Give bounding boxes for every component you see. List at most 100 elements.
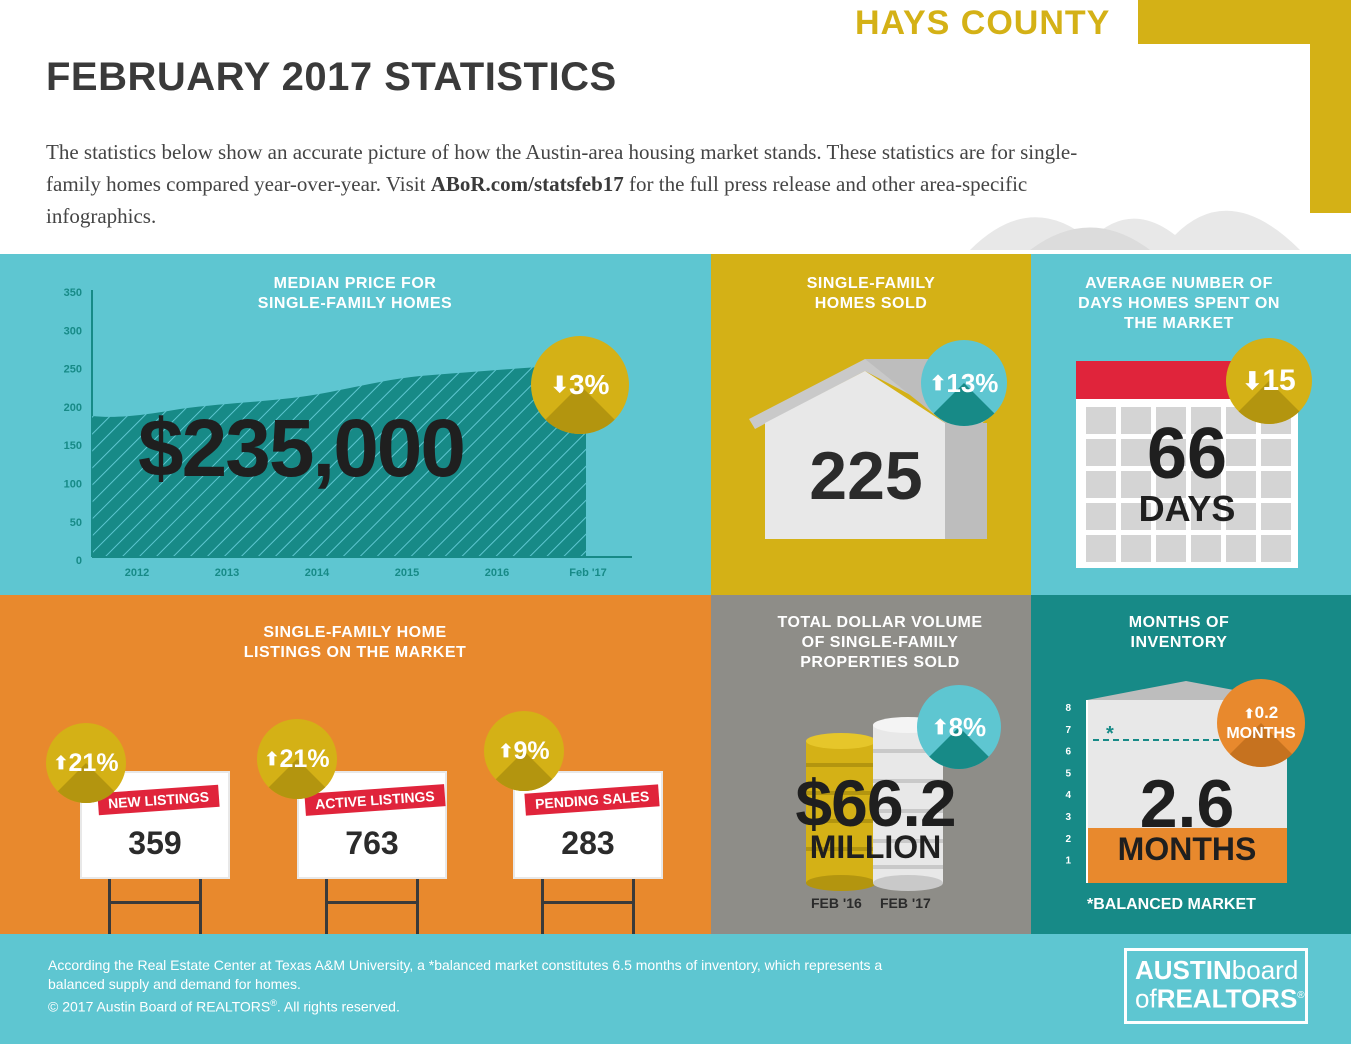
y-tick-label: 50 xyxy=(70,517,82,529)
y-tick-label: 150 xyxy=(64,440,82,452)
calendar-cell xyxy=(1086,407,1116,434)
inventory-value: 2.6 xyxy=(1139,766,1235,842)
inventory-tick-label: 7 xyxy=(1065,725,1071,736)
intro-text-part1: The statistics below show an accurate pi… xyxy=(46,140,1078,196)
stats-link[interactable]: ABoR.com/statsfeb17 xyxy=(430,172,624,196)
x-tick-label: 2012 xyxy=(125,567,149,579)
calendar-cell xyxy=(1086,471,1116,498)
inventory-tick-label: 1 xyxy=(1065,856,1071,867)
calendar-cell xyxy=(1121,407,1151,434)
days-on-market-panel: AVERAGE NUMBER OF DAYS HOMES SPENT ON TH… xyxy=(1031,254,1351,595)
homes-sold-title: SINGLE-FAMILY HOMES SOLD xyxy=(806,275,936,312)
sign-posts xyxy=(108,875,202,934)
calendar-cell xyxy=(1191,439,1221,466)
arrow-up-icon: ⬆ xyxy=(53,752,69,773)
inventory-tick-label: 4 xyxy=(1065,790,1071,801)
calendar-cell xyxy=(1261,535,1291,562)
dollar-volume-panel: TOTAL DOLLAR VOLUME OF SINGLE-FAMILY PRO… xyxy=(711,595,1031,934)
pending-sales-value: 283 xyxy=(561,825,615,861)
hills-illustration xyxy=(970,210,1300,250)
calendar-cell xyxy=(1156,503,1186,530)
active-listings-change-badge: ⬆ 21% xyxy=(257,719,337,799)
y-tick-label: 100 xyxy=(64,479,82,491)
calendar-cell xyxy=(1156,407,1186,434)
pending-sales-change-badge: ⬆ 9% xyxy=(484,711,564,791)
median-price-value: $235,000 xyxy=(138,403,466,494)
inventory-tick-label: 6 xyxy=(1065,747,1071,758)
footer-note: According the Real Estate Center at Texa… xyxy=(48,957,883,992)
arrow-up-icon: ⬆ xyxy=(931,716,949,739)
sign-posts xyxy=(541,875,635,934)
calendar-cell xyxy=(1156,535,1186,562)
calendar-cell xyxy=(1121,535,1151,562)
dollar-volume-change-badge: ⬆ 8% xyxy=(917,685,1001,769)
calendar-cell xyxy=(1086,535,1116,562)
calendar-cell xyxy=(1261,471,1291,498)
x-tick-label: 2016 xyxy=(485,567,509,579)
days-change-badge: ⬇ 15 xyxy=(1226,338,1312,424)
y-tick-label: 250 xyxy=(64,364,82,376)
dollar-volume-value: $66.2 xyxy=(795,766,956,840)
calendar-cell xyxy=(1191,407,1221,434)
dollar-volume-title: TOTAL DOLLAR VOLUME OF SINGLE-FAMILY PRO… xyxy=(777,614,983,671)
y-tick-label: 350 xyxy=(64,287,82,299)
arrow-up-icon: ⬆ xyxy=(498,740,514,761)
inventory-panel: MONTHS OF INVENTORY 8 7 6 5 4 3 2 1 * 2.6 MONTH… xyxy=(1031,595,1351,934)
arrow-up-icon: ⬆ xyxy=(929,372,947,395)
days-unit: DAYS xyxy=(1138,488,1236,529)
inventory-tick-label: 3 xyxy=(1065,812,1071,823)
calendar-cell xyxy=(1121,439,1151,466)
inventory-title: MONTHS OF INVENTORY xyxy=(1128,614,1230,651)
calendar-cell xyxy=(1156,439,1186,466)
inventory-y-ticks: 8 7 6 5 4 3 2 1 xyxy=(1065,703,1071,867)
y-tick-label: 300 xyxy=(64,325,82,337)
balanced-market-marker: * xyxy=(1106,723,1114,745)
inventory-tick-label: 8 xyxy=(1065,703,1071,714)
days-value: 66 xyxy=(1146,414,1228,494)
footer: According the Real Estate Center at Texa… xyxy=(0,934,1351,1044)
calendar-cell xyxy=(1086,503,1116,530)
calendar-cell xyxy=(1156,471,1186,498)
y-axis-ticks: 350 300 250 200 150 100 50 0 xyxy=(64,287,82,567)
median-price-title: MEDIAN PRICE FOR SINGLE-FAMILY HOMES xyxy=(257,275,453,312)
calendar-cell xyxy=(1226,439,1256,466)
calendar-cell xyxy=(1191,503,1221,530)
median-price-panel: MEDIAN PRICE FOR SINGLE-FAMILY HOMES 350… xyxy=(0,254,711,595)
inventory-tick-label: 5 xyxy=(1065,768,1071,779)
y-tick-label: 0 xyxy=(76,555,82,567)
balanced-market-label: *BALANCED MARKET xyxy=(1087,896,1256,913)
coin-stacks-icon xyxy=(806,717,943,891)
intro-text-part2: for the full press release and other are… xyxy=(46,172,1028,228)
page-title: FEBRUARY 2017 STATISTICS xyxy=(46,55,617,99)
calendar-cell xyxy=(1226,471,1256,498)
new-listings-change-badge: ⬆ 21% xyxy=(46,723,126,803)
homes-sold-value: 225 xyxy=(809,438,923,514)
x-tick-label: 2013 xyxy=(215,567,239,579)
feb17-label: FEB '17 xyxy=(880,895,931,911)
homes-sold-panel: SINGLE-FAMILY HOMES SOLD 225 ⬆ 13% xyxy=(711,254,1031,595)
arrow-up-icon: ⬆ xyxy=(264,748,280,769)
white-corner-cutout xyxy=(1138,44,1310,213)
x-tick-label: Feb '17 xyxy=(569,567,606,579)
active-listings-sign: ACTIVE LISTINGS 763 xyxy=(297,771,447,879)
feb16-label: FEB '16 xyxy=(811,895,862,911)
new-listings-value: 359 xyxy=(128,825,182,861)
inventory-tick-label: 2 xyxy=(1065,834,1071,845)
median-price-area xyxy=(92,364,586,556)
county-label: HAYS COUNTY xyxy=(855,4,1111,42)
inventory-change-badge: ⬆0.2 MONTHS xyxy=(1217,679,1305,767)
calendar-cell xyxy=(1191,535,1221,562)
calendar-cell xyxy=(1086,439,1116,466)
abor-logo[interactable]: AUSTINboard ofREALTORS® xyxy=(1124,948,1308,1024)
intro-text: The statistics below show an accurate pi… xyxy=(46,136,1106,232)
calendar-cell xyxy=(1226,503,1256,530)
inventory-unit: MONTHS xyxy=(1117,831,1257,867)
calendar-cell xyxy=(1121,503,1151,530)
arrow-up-icon: ⬆ xyxy=(1243,705,1255,721)
dollar-volume-unit: MILLION xyxy=(809,829,942,865)
y-tick-label: 200 xyxy=(64,402,82,414)
x-tick-label: 2014 xyxy=(305,567,330,579)
calendar-cell xyxy=(1226,535,1256,562)
listings-title: SINGLE-FAMILY HOME LISTINGS ON THE MARKE… xyxy=(243,624,467,661)
